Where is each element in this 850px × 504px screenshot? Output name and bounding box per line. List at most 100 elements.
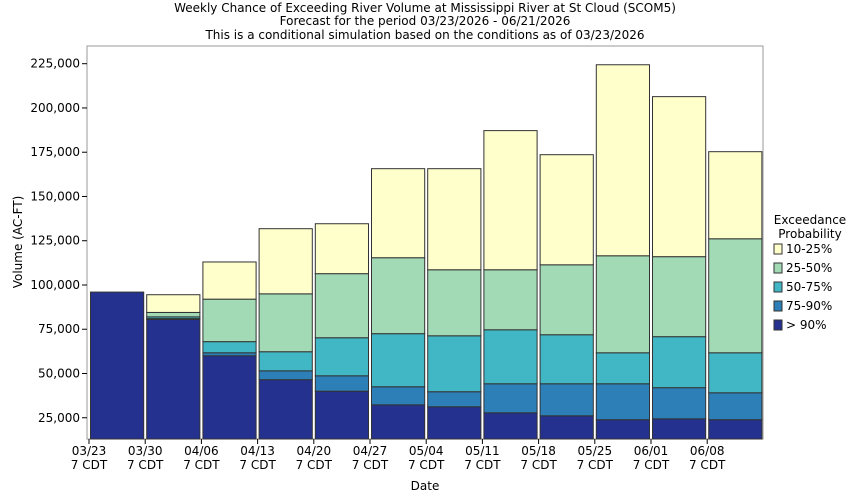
bar-segment bbox=[483, 412, 538, 440]
y-axis-label: Volume (AC-FT) bbox=[11, 196, 25, 289]
bar-segment bbox=[708, 151, 763, 240]
bar-segment bbox=[595, 352, 650, 385]
bar-segment bbox=[595, 255, 650, 354]
bar-segment bbox=[539, 334, 594, 385]
x-tick-label: 04/27 bbox=[353, 444, 388, 458]
x-tick-sublabel: 7 CDT bbox=[577, 458, 614, 472]
bar-segment bbox=[652, 387, 707, 420]
y-tick-label: 75,000 bbox=[38, 322, 80, 336]
bar-segment bbox=[258, 293, 313, 353]
y-tick-label: 50,000 bbox=[38, 367, 80, 381]
x-tick-label: 05/11 bbox=[465, 444, 500, 458]
bar-segment bbox=[314, 390, 369, 440]
x-tick-label: 03/23 bbox=[72, 444, 107, 458]
x-tick-label: 06/08 bbox=[690, 444, 725, 458]
x-tick-label: 06/01 bbox=[634, 444, 669, 458]
y-tick-label: 100,000 bbox=[30, 278, 80, 292]
legend-label: 50-75% bbox=[786, 280, 832, 294]
x-tick-sublabel: 7 CDT bbox=[520, 458, 557, 472]
bar-segment bbox=[539, 154, 594, 266]
bar-segment bbox=[539, 383, 594, 417]
bar-segment bbox=[258, 379, 313, 440]
bar-segment bbox=[427, 391, 482, 408]
legend-swatch bbox=[773, 281, 783, 293]
x-tick-label: 05/04 bbox=[409, 444, 444, 458]
x-tick-sublabel: 7 CDT bbox=[239, 458, 276, 472]
bar-segment bbox=[371, 257, 426, 335]
bar-segment bbox=[427, 168, 482, 271]
bar-segment bbox=[652, 96, 707, 258]
bar-segment bbox=[314, 223, 369, 275]
bar-segment bbox=[258, 228, 313, 295]
y-tick-label: 150,000 bbox=[30, 189, 80, 203]
x-tick-sublabel: 7 CDT bbox=[352, 458, 389, 472]
legend-swatch bbox=[773, 262, 783, 274]
bar-segment bbox=[595, 64, 650, 257]
bar-segment bbox=[652, 256, 707, 338]
x-tick-label: 04/06 bbox=[184, 444, 219, 458]
y-tick-label: 25,000 bbox=[38, 411, 80, 425]
bar-segment bbox=[202, 261, 257, 300]
bar-segment bbox=[146, 319, 201, 440]
bar-segment bbox=[258, 351, 313, 372]
x-tick-label: 05/25 bbox=[578, 444, 613, 458]
chart-subtitle: Forecast for the period 03/23/2026 - 06/… bbox=[280, 14, 571, 28]
bar-segment bbox=[371, 404, 426, 440]
bar-segment bbox=[314, 273, 369, 339]
x-tick-sublabel: 7 CDT bbox=[127, 458, 164, 472]
bar-segment bbox=[708, 238, 763, 354]
legend-swatch bbox=[773, 319, 783, 331]
bar-segment bbox=[146, 294, 201, 313]
bar-segment bbox=[595, 383, 650, 421]
x-tick-sublabel: 7 CDT bbox=[464, 458, 501, 472]
bar-segment bbox=[202, 341, 257, 354]
bar-segment bbox=[539, 415, 594, 440]
legend-label: 75-90% bbox=[786, 299, 832, 313]
x-tick-label: 03/30 bbox=[128, 444, 163, 458]
x-tick-label: 04/20 bbox=[297, 444, 332, 458]
x-tick-sublabel: 7 CDT bbox=[71, 458, 108, 472]
y-tick-label: 175,000 bbox=[30, 145, 80, 159]
bar-segment bbox=[595, 419, 650, 440]
bar-segment bbox=[483, 130, 538, 271]
bar-segment bbox=[708, 392, 763, 421]
bar-segment bbox=[202, 298, 257, 343]
legend-swatch bbox=[773, 243, 783, 255]
legend-title: Probability bbox=[778, 227, 841, 241]
bar-segment bbox=[708, 419, 763, 440]
bar-segment bbox=[258, 370, 313, 381]
chart-subtitle: This is a conditional simulation based o… bbox=[204, 28, 644, 42]
bar-segment bbox=[371, 386, 426, 406]
bar-segment bbox=[90, 291, 145, 440]
x-tick-sublabel: 7 CDT bbox=[296, 458, 333, 472]
x-tick-sublabel: 7 CDT bbox=[183, 458, 220, 472]
bar-segment bbox=[427, 269, 482, 337]
bar-segment bbox=[483, 329, 538, 385]
bar-segment bbox=[652, 418, 707, 440]
bar-segment bbox=[314, 337, 369, 377]
legend-title: Exceedance bbox=[774, 213, 846, 227]
y-tick-label: 200,000 bbox=[30, 101, 80, 115]
bar-segment bbox=[371, 168, 426, 259]
bar-segment bbox=[371, 333, 426, 388]
legend-swatch bbox=[773, 300, 783, 312]
x-tick-sublabel: 7 CDT bbox=[689, 458, 726, 472]
legend-label: 25-50% bbox=[786, 261, 832, 275]
x-tick-label: 04/13 bbox=[240, 444, 275, 458]
x-tick-sublabel: 7 CDT bbox=[633, 458, 670, 472]
bar-segment bbox=[314, 375, 369, 392]
bar-segment bbox=[146, 311, 201, 318]
legend-label: 10-25% bbox=[786, 242, 832, 256]
bar-segment bbox=[202, 355, 257, 440]
bar-segment bbox=[652, 336, 707, 389]
bar-segment bbox=[708, 352, 763, 394]
y-tick-label: 225,000 bbox=[30, 57, 80, 71]
bar-segment bbox=[483, 269, 538, 331]
x-axis-label: Date bbox=[411, 479, 440, 493]
bar-segment bbox=[483, 383, 538, 414]
chart-title: Weekly Chance of Exceeding River Volume … bbox=[174, 1, 676, 15]
bar-segment bbox=[427, 406, 482, 440]
bar-segment bbox=[427, 335, 482, 393]
legend-label: > 90% bbox=[786, 318, 827, 332]
